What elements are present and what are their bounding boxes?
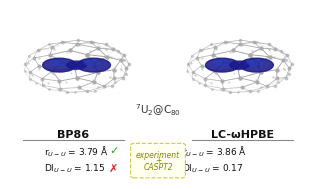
Ellipse shape	[84, 61, 100, 65]
Text: ✓: ✓	[109, 146, 118, 156]
Text: ✗: ✗	[171, 146, 180, 156]
Text: BP86: BP86	[58, 129, 89, 139]
Text: $^7$U$_2$@C$_{80}$: $^7$U$_2$@C$_{80}$	[135, 102, 181, 118]
Ellipse shape	[67, 61, 86, 69]
Ellipse shape	[230, 61, 249, 69]
Ellipse shape	[51, 61, 66, 65]
Ellipse shape	[205, 58, 239, 72]
Text: LC-ωHPBE: LC-ωHPBE	[211, 129, 274, 139]
Text: r$_{U-U}$ = 3.86 Å: r$_{U-U}$ = 3.86 Å	[182, 144, 247, 159]
FancyBboxPatch shape	[131, 143, 185, 178]
Ellipse shape	[240, 58, 273, 72]
Text: DI$_{U-U}$ = 1.15: DI$_{U-U}$ = 1.15	[44, 163, 105, 175]
Ellipse shape	[214, 61, 229, 65]
Ellipse shape	[43, 58, 76, 72]
Text: ✓: ✓	[171, 164, 180, 174]
Text: r$_{U-U}$ = 3.79 Å: r$_{U-U}$ = 3.79 Å	[44, 144, 108, 159]
Ellipse shape	[77, 58, 111, 72]
Text: CASPT2: CASPT2	[143, 163, 173, 172]
Text: +: +	[155, 156, 161, 166]
Text: experiment: experiment	[136, 151, 180, 160]
Text: ✗: ✗	[109, 164, 118, 174]
Text: DI$_{U-U}$ = 0.17: DI$_{U-U}$ = 0.17	[182, 163, 244, 175]
Ellipse shape	[247, 61, 262, 65]
